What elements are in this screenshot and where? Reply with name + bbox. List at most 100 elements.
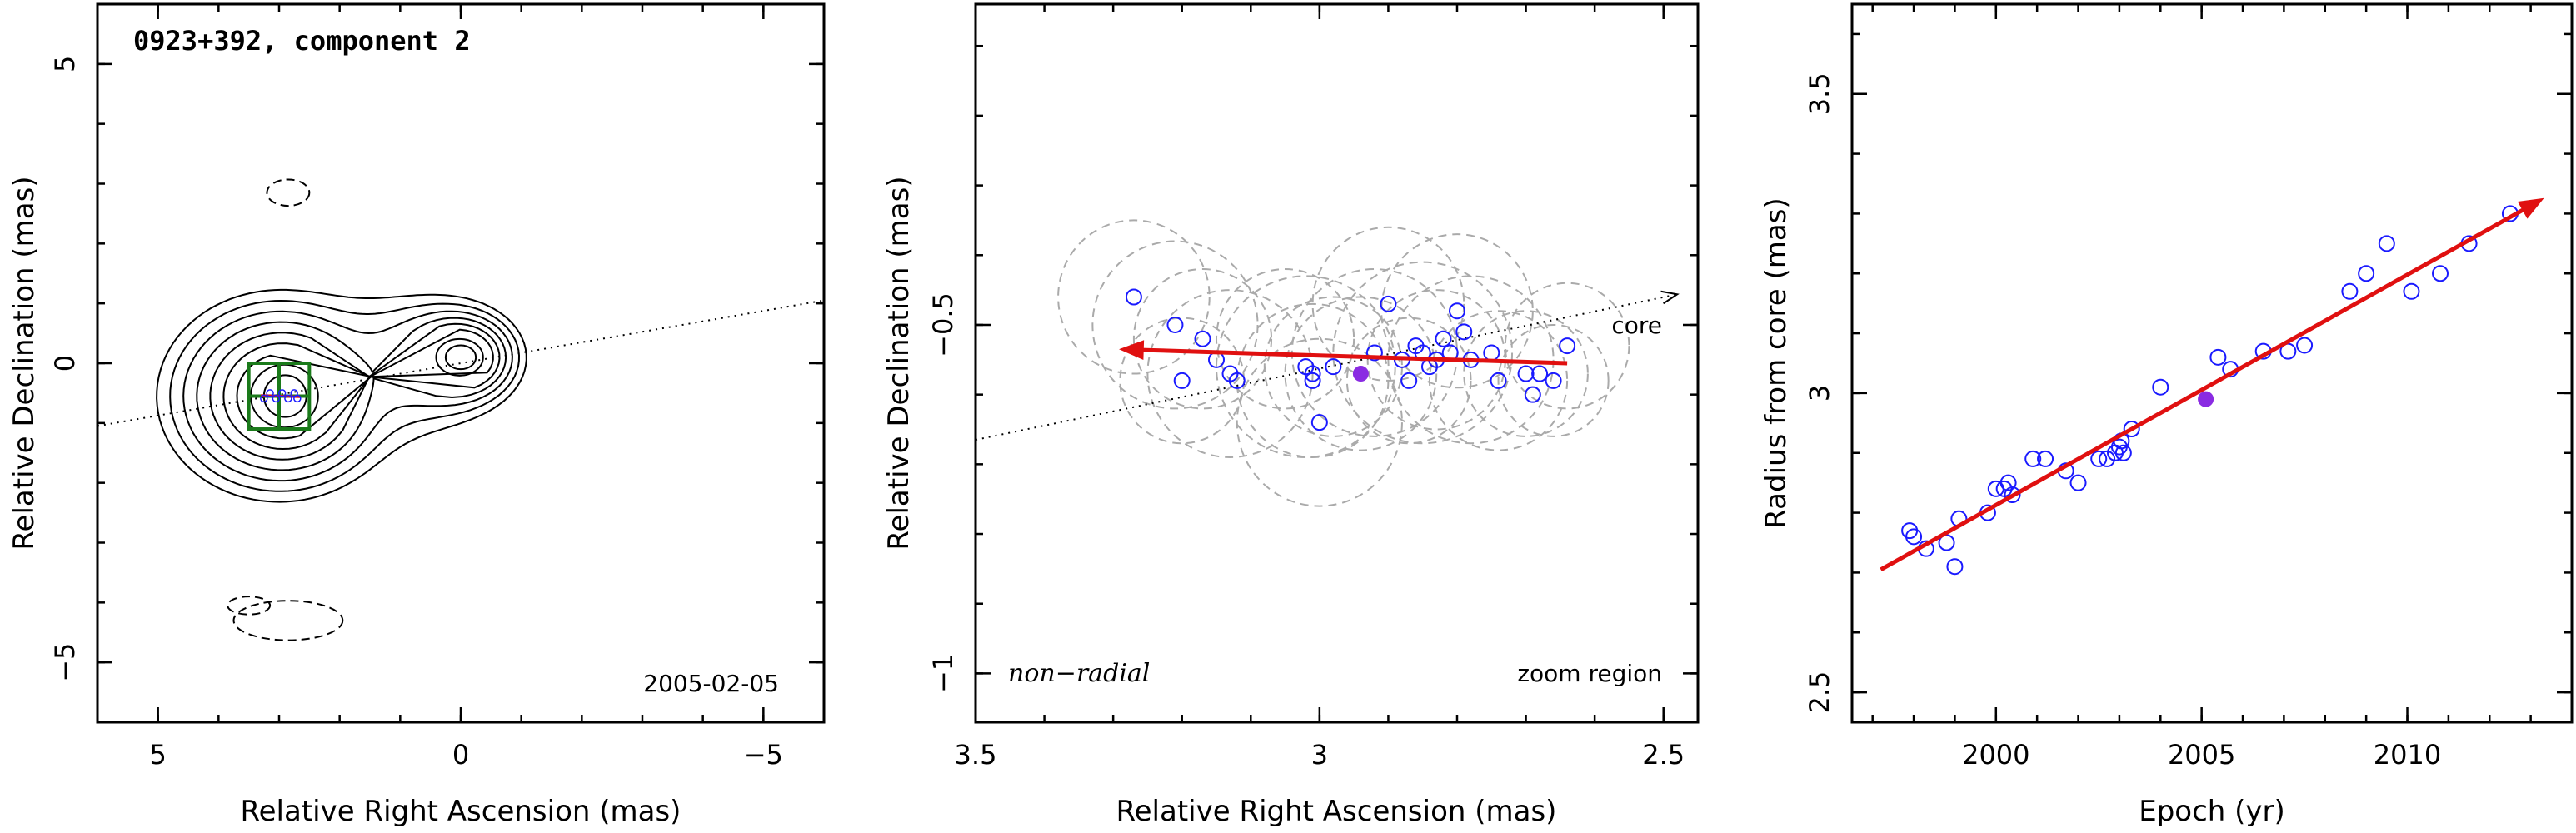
epoch-point	[2037, 450, 2054, 467]
negative-contour-bottom-small	[227, 596, 272, 616]
position-point	[1524, 386, 1541, 403]
contour-level-outer	[182, 310, 513, 482]
contour-level-secondary	[435, 337, 484, 377]
position-point	[1517, 365, 1535, 382]
panel3-frame	[1850, 2, 2574, 724]
component-point-mini	[293, 394, 302, 403]
fit-line	[1880, 206, 2529, 572]
highlight-point	[1352, 366, 1369, 382]
position-point	[1435, 330, 1452, 347]
core-direction-line	[97, 299, 824, 427]
panel3-x-axis-label: Epoch (yr)	[2139, 795, 2285, 828]
position-point	[1545, 372, 1562, 389]
zoom-region-label: zoom region	[1517, 660, 1662, 687]
position-point	[1490, 372, 1507, 389]
negative-contour-bottom	[232, 600, 344, 641]
error-circle	[1284, 296, 1438, 451]
panel1-x-tick-label: 0	[452, 739, 469, 771]
panel1-y-axis-label: Relative Declination (mas)	[7, 176, 41, 550]
panel2-frame	[974, 2, 1700, 724]
panel1-x-axis-label: Relative Right Ascension (mas)	[241, 795, 681, 828]
panel2-y-tick-label: −0.5	[927, 292, 959, 357]
panel3-y-axis-label: Radius from core (mas)	[1760, 197, 1793, 528]
epoch-plot-area	[1880, 197, 2544, 576]
non-radial-label: non−radial	[1008, 659, 1150, 688]
epoch-point	[2358, 265, 2375, 282]
position-point	[1194, 330, 1211, 347]
error-circle	[1216, 268, 1355, 410]
epoch-point	[1999, 474, 2017, 491]
position-point	[1380, 295, 1397, 312]
panel1-ticks: 5 0 −5 5 0 −5	[49, 2, 826, 771]
panel3-x-tick-label: 2010	[2374, 739, 2441, 771]
error-circle	[1332, 261, 1514, 445]
position-point	[1483, 344, 1500, 362]
epoch-point	[2341, 282, 2359, 300]
epoch-point	[2069, 474, 2087, 491]
panel1-date-label: 2005-02-05	[643, 670, 779, 697]
position-point	[1304, 372, 1321, 389]
core-label: core	[1611, 312, 1662, 339]
error-circle	[1311, 226, 1465, 382]
contour-level-secondary	[444, 344, 477, 371]
error-circle	[1463, 310, 1589, 437]
panel2-y-tick-label: −1	[927, 654, 959, 693]
panel2-x-axis-label: Relative Right Ascension (mas)	[1116, 795, 1557, 828]
error-circle	[1091, 240, 1259, 410]
contour-level-outer	[209, 322, 501, 461]
panel3-y-tick-label: 2.5	[1804, 671, 1835, 714]
motion-vector-line	[1138, 347, 1568, 366]
epoch-point	[2090, 450, 2108, 467]
contour-plot-area	[97, 178, 824, 641]
panel-zoom-region: 3.5 3 2.5 −0.5 −1 core non−radial zoom regio…	[882, 2, 1700, 828]
panel3-x-tick-label: 2005	[2168, 739, 2235, 771]
panel3-ticks: 2000 2005 2010 2.5 3 3.5	[1804, 4, 2574, 771]
panel3-y-tick-label: 3	[1804, 385, 1835, 402]
position-point	[1125, 288, 1142, 306]
error-circle	[1216, 275, 1396, 458]
panel2-ticks: 3.5 3 2.5 −0.5 −1	[927, 4, 1698, 771]
panel1-x-tick-label: −5	[744, 739, 783, 771]
epoch-point	[1946, 558, 1964, 576]
position-point	[1325, 358, 1342, 376]
epoch-point	[2004, 486, 2021, 504]
position-point	[1304, 365, 1321, 382]
position-point	[1365, 344, 1383, 362]
contour-level-outer	[196, 317, 507, 471]
highlight-point	[2198, 391, 2214, 407]
epoch-point	[2152, 378, 2169, 396]
core-direction-arrowhead	[1660, 290, 1680, 305]
epoch-point	[2209, 348, 2227, 366]
panel1-title: 0923+392, component 2	[133, 25, 471, 57]
epoch-point	[1905, 528, 1923, 546]
panel2-x-tick-label: 2.5	[1642, 739, 1685, 771]
epoch-point	[2099, 450, 2116, 467]
panel2-x-tick-label: 3.5	[955, 739, 997, 771]
panel3-x-tick-label: 2000	[1962, 739, 2029, 771]
position-point	[1173, 372, 1191, 389]
error-circle	[1428, 310, 1569, 451]
component-point-mini	[266, 389, 274, 397]
epoch-point	[2123, 421, 2140, 438]
error-circle	[1387, 275, 1555, 445]
component-point-mini	[284, 394, 292, 403]
epoch-point	[2114, 444, 2132, 461]
component-point-mini	[272, 394, 281, 403]
position-point	[1310, 414, 1328, 431]
epoch-point	[2432, 265, 2449, 282]
zoom-plot-area	[976, 219, 1680, 507]
error-circle	[1236, 337, 1403, 507]
position-point	[1455, 323, 1473, 341]
epoch-point	[2403, 282, 2420, 300]
panel1-y-tick-label: 0	[49, 355, 81, 372]
panel2-y-axis-label: Relative Declination (mas)	[882, 176, 916, 550]
contour-level-outer	[156, 288, 527, 503]
epoch-point	[2024, 450, 2042, 467]
position-point	[1449, 302, 1465, 320]
component-point-mini	[277, 389, 287, 397]
contour-level-outer	[236, 354, 373, 440]
panel2-x-tick-label: 3	[1311, 739, 1328, 771]
error-circle	[1497, 323, 1610, 437]
error-circle	[1057, 219, 1211, 375]
